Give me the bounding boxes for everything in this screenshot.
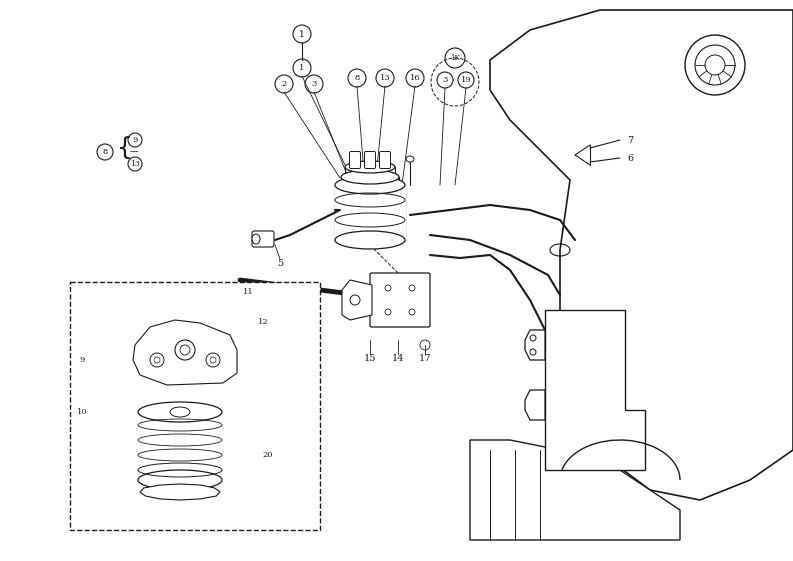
Text: 13: 13 xyxy=(380,74,390,82)
FancyBboxPatch shape xyxy=(70,282,320,530)
Ellipse shape xyxy=(252,234,260,244)
Ellipse shape xyxy=(335,231,405,249)
Text: 15: 15 xyxy=(364,353,376,362)
Ellipse shape xyxy=(170,407,190,417)
Circle shape xyxy=(705,55,725,75)
Text: —: — xyxy=(130,148,138,157)
Ellipse shape xyxy=(345,161,395,173)
Text: 8: 8 xyxy=(102,148,108,156)
Text: 13: 13 xyxy=(130,160,140,168)
Text: 1K: 1K xyxy=(450,54,460,62)
Text: 19: 19 xyxy=(461,76,471,84)
Text: 9: 9 xyxy=(79,356,85,364)
Text: {: { xyxy=(117,136,133,160)
Text: 11: 11 xyxy=(243,288,254,296)
Polygon shape xyxy=(490,10,793,500)
Ellipse shape xyxy=(138,402,222,422)
Polygon shape xyxy=(140,484,220,500)
Ellipse shape xyxy=(341,170,399,184)
FancyBboxPatch shape xyxy=(252,231,274,247)
Polygon shape xyxy=(470,440,680,540)
Circle shape xyxy=(206,353,220,367)
Polygon shape xyxy=(342,280,372,320)
Text: 1: 1 xyxy=(299,30,305,39)
Text: 5: 5 xyxy=(277,259,283,268)
Text: 17: 17 xyxy=(419,353,431,362)
Text: 3: 3 xyxy=(312,80,316,88)
Circle shape xyxy=(180,345,190,355)
Text: 14: 14 xyxy=(392,353,404,362)
Text: 3: 3 xyxy=(442,76,448,84)
Text: 1: 1 xyxy=(299,64,305,72)
Text: 20: 20 xyxy=(262,451,274,459)
Text: 8: 8 xyxy=(354,74,360,82)
Ellipse shape xyxy=(138,470,222,490)
Circle shape xyxy=(695,45,735,85)
Ellipse shape xyxy=(335,176,405,194)
Text: 2: 2 xyxy=(282,80,286,88)
Text: 10: 10 xyxy=(77,408,87,416)
Ellipse shape xyxy=(406,156,414,162)
FancyBboxPatch shape xyxy=(350,151,361,168)
Polygon shape xyxy=(545,310,645,470)
Text: 7: 7 xyxy=(627,136,633,145)
FancyBboxPatch shape xyxy=(365,151,376,168)
Circle shape xyxy=(685,35,745,95)
Polygon shape xyxy=(133,320,237,385)
Text: 6: 6 xyxy=(627,154,633,163)
Text: 12: 12 xyxy=(258,318,268,326)
Polygon shape xyxy=(525,390,545,420)
Circle shape xyxy=(175,340,195,360)
Text: 16: 16 xyxy=(410,74,420,82)
FancyBboxPatch shape xyxy=(380,151,390,168)
FancyBboxPatch shape xyxy=(370,273,430,327)
Circle shape xyxy=(150,353,164,367)
Text: 9: 9 xyxy=(132,136,138,144)
Polygon shape xyxy=(525,330,545,360)
